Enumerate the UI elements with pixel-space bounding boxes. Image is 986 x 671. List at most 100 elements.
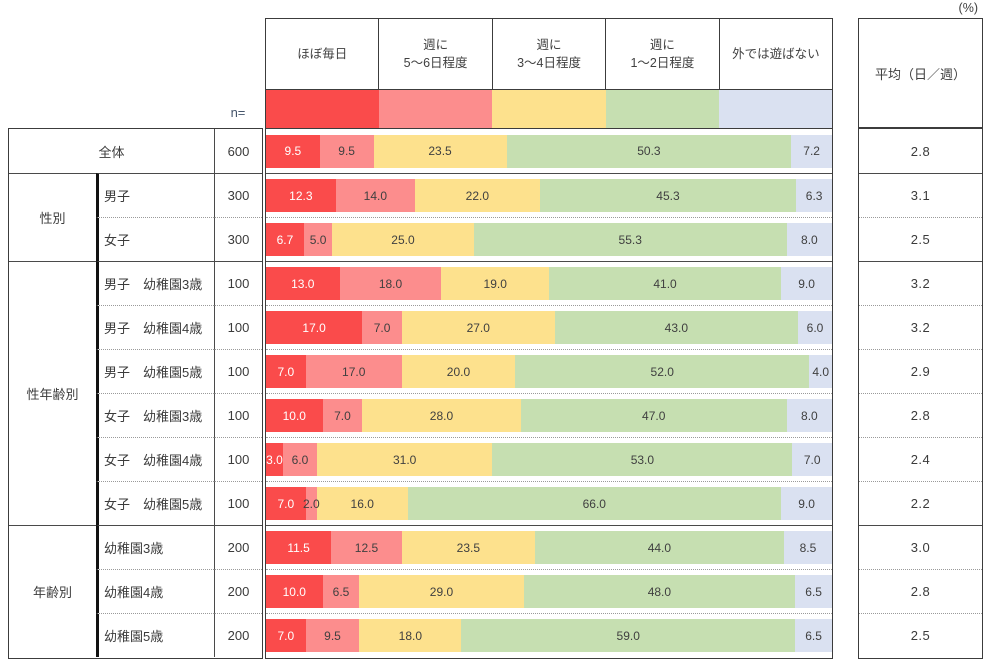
- average-value: 3.2: [859, 261, 982, 305]
- bar-value-label: 6.7: [276, 232, 294, 247]
- stacked-bar: 7.0 17.0 20.0 52.0 4.0: [266, 355, 832, 388]
- bar-row: 7.0 9.5 18.0 59.0 6.5: [266, 613, 832, 657]
- n-value: 200: [214, 569, 262, 613]
- bar-row: 10.0 7.0 28.0 47.0 8.0: [266, 393, 832, 437]
- bar-row: 10.0 6.5 29.0 48.0 6.5: [266, 569, 833, 613]
- group-label: 性別: [9, 173, 96, 261]
- bar-segment-4: 43.0: [554, 311, 799, 344]
- bar-value-label: 12.3: [289, 188, 313, 203]
- n-value: 300: [214, 217, 262, 261]
- bar-value-label: 11.5: [287, 540, 310, 555]
- bar-value-label: 18.0: [398, 628, 422, 643]
- stacked-bar: 11.5 12.5 23.5 44.0 8.5: [266, 531, 833, 564]
- bar-segment-5: 9.0: [781, 487, 832, 520]
- bar-value-label: 45.3: [656, 188, 680, 203]
- bar-value-label: 6.5: [805, 628, 822, 643]
- n-value: 100: [214, 261, 262, 305]
- n-value: 300: [214, 173, 262, 217]
- bar-value-label: 9.5: [324, 628, 341, 643]
- bar-value-label: 23.5: [456, 540, 481, 555]
- bar-value-label: 18.0: [378, 276, 403, 291]
- bar-row: 17.0 7.0 27.0 43.0 6.0: [266, 305, 832, 349]
- stacked-bar: 10.0 6.5 29.0 48.0 6.5: [266, 575, 833, 608]
- stacked-bar: 17.0 7.0 27.0 43.0 6.0: [266, 311, 832, 344]
- bar-value-label: 31.0: [392, 452, 417, 467]
- bar-value-label: 53.0: [630, 452, 655, 467]
- bar-segment-1: 17.0: [266, 311, 363, 344]
- bar-segment-2: 14.0: [335, 179, 415, 212]
- average-value: 3.0: [859, 525, 982, 569]
- average-value: 2.5: [859, 613, 982, 657]
- legend-swatch-2: [379, 90, 493, 128]
- n-value: 100: [214, 305, 262, 349]
- bar-segment-3: 20.0: [401, 355, 516, 388]
- bar-segment-3: 16.0: [316, 487, 408, 520]
- n-value: 200: [214, 525, 262, 569]
- bar-value-label: 20.0: [446, 364, 471, 379]
- legend-label-2: 週に 5〜6日程度: [378, 19, 491, 89]
- group-label: 性年齢別: [9, 261, 96, 525]
- bar-segment-1: 7.0: [266, 619, 306, 652]
- bar-segment-5: 7.0: [792, 443, 832, 476]
- average-value: 2.9: [859, 349, 982, 393]
- bar-segment-5: 6.0: [798, 311, 832, 344]
- average-column: 2.8 3.1 2.5 3.2 3.2 2.9 2.8 2.4 2.2 3.0 2.8 2.5: [858, 128, 983, 659]
- bar-row: 9.5 9.5 23.5 50.3 7.2: [266, 129, 832, 173]
- bar-value-label: 7.0: [277, 496, 295, 511]
- legend-label-1: ほぼ毎日: [297, 46, 348, 61]
- n-value: 600: [214, 129, 262, 173]
- bar-value-label: 6.0: [291, 452, 309, 467]
- bar-segment-3: 27.0: [401, 311, 555, 344]
- bar-row: 3.0 6.0 31.0 53.0 7.0: [266, 437, 832, 481]
- n-value: 100: [214, 393, 262, 437]
- bars-area: 9.5 9.5 23.5 50.3 7.2 12.3 14.0 22.0 45.3 6.3 6.7 5…: [265, 128, 833, 659]
- bar-row: 13.0 18.0 19.0 41.0 9.0: [266, 261, 832, 305]
- bar-value-label: 52.0: [650, 364, 674, 379]
- bar-segment-5: 9.0: [781, 267, 832, 300]
- bar-segment-1: 10.0: [266, 575, 323, 608]
- stacked-bar: 7.0 9.5 18.0 59.0 6.5: [266, 619, 832, 652]
- bar-segment-3: 19.0: [441, 267, 549, 300]
- n-value: 200: [214, 613, 262, 657]
- bar-segment-3: 29.0: [359, 575, 524, 608]
- stacked-bar: 9.5 9.5 23.5 50.3 7.2: [266, 134, 832, 168]
- bar-segment-2: 9.5: [319, 134, 374, 168]
- average-value: 2.8: [910, 143, 931, 159]
- average-value: 2.8: [859, 569, 982, 613]
- bar-segment-3: 18.0: [359, 619, 462, 652]
- bar-segment-5: 8.5: [783, 531, 833, 564]
- bar-segment-1: 7.0: [266, 487, 306, 520]
- unit-label: (%): [958, 1, 978, 15]
- bar-value-label: 10.0: [282, 408, 306, 423]
- bar-segment-4: 48.0: [523, 575, 796, 608]
- legend-swatch-5: [718, 90, 833, 128]
- row-label: 女子: [96, 217, 214, 261]
- bar-value-label: 7.0: [373, 320, 391, 335]
- bar-segment-5: 7.2: [791, 134, 832, 168]
- row-label: 男子: [96, 173, 214, 217]
- bar-segment-4: 55.3: [473, 223, 787, 256]
- n-value: 100: [214, 349, 262, 393]
- bar-value-label: 41.0: [653, 276, 677, 291]
- bar-value-label: 6.3: [805, 188, 823, 203]
- bar-segment-1: 3.0: [266, 443, 283, 476]
- bar-value-label: 6.5: [332, 584, 350, 599]
- bar-value-label: 25.0: [391, 232, 415, 247]
- bar-value-label: 7.0: [277, 628, 295, 643]
- bar-value-label: 14.0: [363, 188, 388, 203]
- bar-segment-1: 9.5: [266, 134, 320, 168]
- bar-value-label: 9.0: [798, 276, 815, 291]
- stacked-bar: 7.0 2.0 16.0 66.0 9.0: [266, 487, 832, 520]
- bar-value-label: 9.5: [338, 144, 355, 158]
- bar-value-label: 8.5: [799, 540, 817, 555]
- bar-segment-4: 66.0: [407, 487, 782, 520]
- bar-segment-4: 59.0: [461, 619, 796, 652]
- legend-header: ほぼ毎日 週に 5〜6日程度 週に 3〜4日程度 週に 1〜2日程度 外では遊ばない: [265, 18, 833, 90]
- row-label: 男子 幼稚園4歳: [96, 305, 214, 349]
- bar-value-label: 7.0: [803, 452, 821, 467]
- bar-value-label: 59.0: [616, 628, 640, 643]
- legend-swatch-4: [605, 90, 719, 128]
- bar-value-label: 19.0: [483, 276, 507, 291]
- bar-value-label: 29.0: [429, 584, 454, 599]
